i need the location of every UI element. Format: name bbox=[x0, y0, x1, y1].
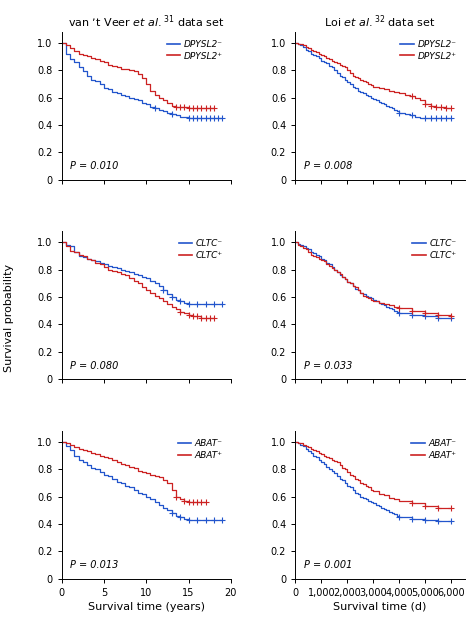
Text: P = 0.080: P = 0.080 bbox=[70, 361, 118, 371]
X-axis label: Survival time (years): Survival time (years) bbox=[88, 602, 205, 612]
Text: P = 0.033: P = 0.033 bbox=[304, 361, 352, 371]
Legend: DPYSL2⁻, DPYSL2⁺: DPYSL2⁻, DPYSL2⁺ bbox=[397, 36, 460, 64]
Legend: CLTC⁻, CLTC⁺: CLTC⁻, CLTC⁺ bbox=[175, 236, 227, 264]
Title: Loi $et\ al.$$^{32}$ data set: Loi $et\ al.$$^{32}$ data set bbox=[324, 13, 436, 30]
Text: P = 0.001: P = 0.001 bbox=[304, 560, 352, 570]
Text: P = 0.008: P = 0.008 bbox=[304, 162, 352, 171]
Legend: ABAT⁻, ABAT⁺: ABAT⁻, ABAT⁺ bbox=[174, 436, 227, 464]
Legend: ABAT⁻, ABAT⁺: ABAT⁻, ABAT⁺ bbox=[408, 436, 460, 464]
Text: P = 0.010: P = 0.010 bbox=[70, 162, 118, 171]
X-axis label: Survival time (d): Survival time (d) bbox=[333, 602, 427, 612]
Title: van ’t Veer $et\ al.$$^{31}$ data set: van ’t Veer $et\ al.$$^{31}$ data set bbox=[68, 13, 225, 30]
Text: P = 0.013: P = 0.013 bbox=[70, 560, 118, 570]
Legend: DPYSL2⁻, DPYSL2⁺: DPYSL2⁻, DPYSL2⁺ bbox=[163, 36, 227, 64]
Legend: CLTC⁻, CLTC⁺: CLTC⁻, CLTC⁺ bbox=[409, 236, 460, 264]
Text: Survival probability: Survival probability bbox=[4, 264, 15, 372]
